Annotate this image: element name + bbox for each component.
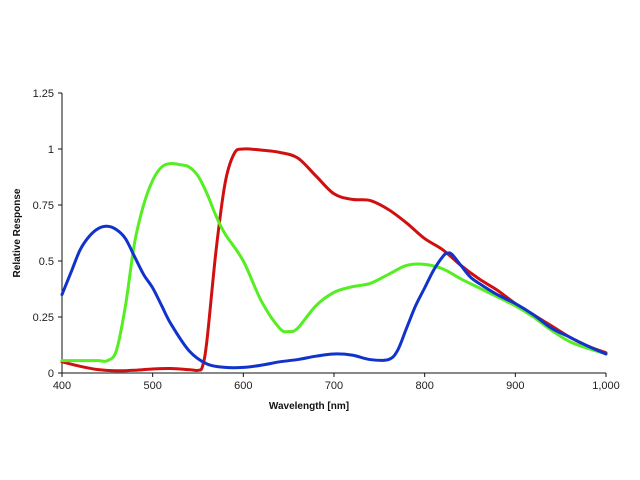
y-ticks: 0 0.25 0.5 0.75 1 1.25	[33, 88, 62, 380]
x-tick-label: 500	[143, 380, 161, 392]
x-tick-label: 900	[506, 380, 524, 392]
y-axis-title: Relative Response	[12, 188, 23, 277]
y-tick-label: 0	[48, 368, 54, 380]
x-ticks: 400 500 600 700 800 900 1,000	[53, 373, 620, 392]
y-tick-label: 0.75	[33, 200, 54, 212]
y-tick-label: 1	[48, 144, 54, 156]
x-tick-label: 1,000	[592, 380, 620, 392]
green-response-line	[60, 161, 608, 363]
y-tick-label: 1.25	[33, 88, 54, 100]
y-tick-label: 0.5	[39, 256, 54, 268]
x-tick-label: 800	[415, 380, 433, 392]
axes	[61, 93, 606, 374]
x-tick-label: 700	[325, 380, 343, 392]
blue-response-line	[60, 224, 608, 370]
series-group	[60, 147, 608, 373]
red-response-line	[60, 147, 608, 373]
x-tick-label: 400	[53, 380, 71, 392]
x-axis-title: Wavelength [nm]	[269, 401, 349, 412]
y-tick-label: 0.25	[33, 312, 54, 324]
x-tick-label: 600	[234, 380, 252, 392]
